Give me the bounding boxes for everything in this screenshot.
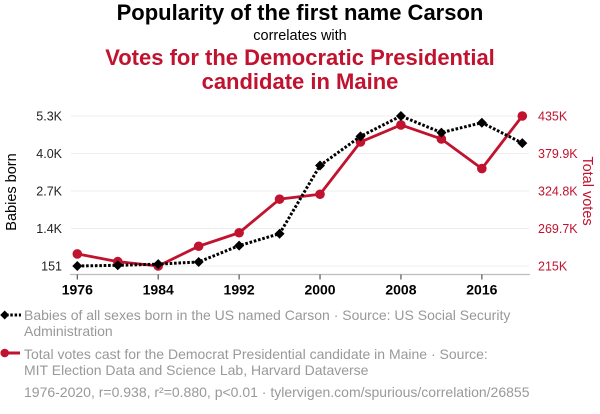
y-tick-label-left: 4.0K xyxy=(36,147,62,161)
y-tick-label-left: 2.7K xyxy=(36,184,62,198)
legend-label-line: Administration xyxy=(24,322,113,339)
chart-title-secondary-line: Votes for the Democratic Presidential xyxy=(105,45,495,71)
chart-subtitle: correlates with xyxy=(253,28,347,45)
data-point-votes xyxy=(274,194,285,204)
y-tick-label-left: 151 xyxy=(41,259,62,273)
dotted-line-diamond-icon xyxy=(0,310,21,320)
legend-label: Total votes cast for the Democrat Presid… xyxy=(24,346,488,378)
line-circle-icon xyxy=(0,348,20,358)
data-point-votes xyxy=(72,249,83,259)
y-tick-label-left: 5.3K xyxy=(36,109,62,123)
series-line-votes xyxy=(77,115,524,268)
data-point-babies xyxy=(476,117,487,128)
data-point-votes xyxy=(396,120,406,130)
data-point-babies xyxy=(395,111,406,121)
legend-label: Babies of all sexes born in the US named… xyxy=(24,307,510,339)
legend-item-babies: Babies of all sexes born in the US named… xyxy=(0,307,600,341)
y-tick-label-right: 215K xyxy=(538,259,568,273)
y-tick-label-right: 324.8K xyxy=(538,184,578,198)
data-point-babies xyxy=(274,228,285,239)
data-point-votes xyxy=(234,227,244,238)
y-tick-label-right: 269.7K xyxy=(538,222,578,236)
data-point-babies xyxy=(436,127,447,138)
chart-title: Popularity of the first name Carson xyxy=(116,0,484,25)
data-point-babies xyxy=(112,260,123,271)
y-axis-title-left: Babies born xyxy=(4,153,20,230)
x-tick-label: 1992 xyxy=(224,281,255,297)
data-point-babies xyxy=(355,131,366,142)
correlation-footer: 1976-2020, r=0.938, r²=0.880, p<0.01 · t… xyxy=(24,383,530,400)
legend-label-line: Babies of all sexes born in the US named… xyxy=(24,306,511,323)
data-point-votes xyxy=(477,163,487,174)
data-point-babies xyxy=(234,240,245,251)
data-point-babies xyxy=(193,256,204,267)
x-tick-label: 2016 xyxy=(466,281,497,297)
chart-title-secondary-line: candidate in Maine xyxy=(201,68,399,94)
data-point-babies xyxy=(315,160,326,171)
data-point-babies xyxy=(517,138,528,149)
series-line-babies xyxy=(77,114,523,268)
chart-title-secondary: Votes for the Democratic Presidential ca… xyxy=(0,46,600,93)
x-tick-label: 1984 xyxy=(143,281,174,297)
data-point-votes xyxy=(193,241,204,252)
x-tick-label: 1976 xyxy=(62,281,93,297)
x-tick-label: 2008 xyxy=(385,281,416,297)
data-point-babies xyxy=(72,261,83,271)
gridlines xyxy=(71,115,529,267)
legend-label-line: Total votes cast for the Democrat Presid… xyxy=(24,345,488,362)
x-tick-label: 2000 xyxy=(304,281,335,297)
axes: 151 215K 1.4K 269.7K 2.7K 324.8K 4.0K 379.9K 5.3… xyxy=(36,109,578,297)
data-point-babies xyxy=(153,259,164,270)
y-tick-label-right: 435K xyxy=(538,109,568,123)
series xyxy=(72,111,528,271)
data-point-votes xyxy=(315,189,325,200)
legend-item-votes: Total votes cast for the Democrat Presid… xyxy=(0,346,600,380)
data-point-votes xyxy=(517,111,528,121)
y-tick-label-right: 379.9K xyxy=(538,147,578,161)
data-point-votes xyxy=(436,134,447,144)
legend-label-line: MIT Election Data and Science Lab, Harva… xyxy=(24,361,369,378)
y-tick-label-left: 1.4K xyxy=(36,222,62,236)
y-axis-title-right: Total votes xyxy=(579,156,595,225)
